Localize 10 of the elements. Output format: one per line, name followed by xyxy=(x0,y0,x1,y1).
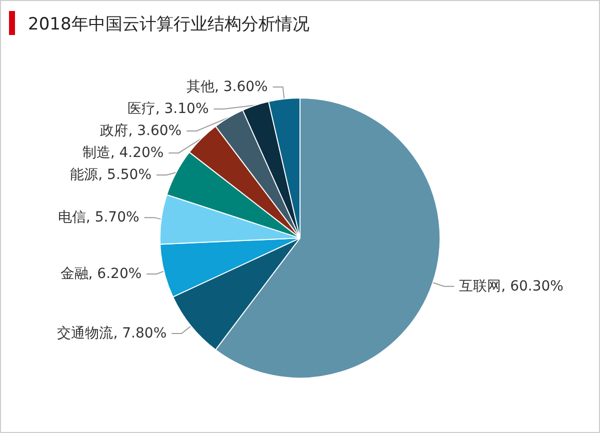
slice-label: 制造, 4.20% xyxy=(82,144,164,161)
slice-label: 交通物流, 7.80% xyxy=(57,326,167,342)
slice-label: 能源, 5.50% xyxy=(70,166,152,183)
slice-label: 医疗, 3.10% xyxy=(127,100,209,117)
chart-title: 2018年中国云计算行业结构分析情况 xyxy=(28,14,310,34)
slice-label: 金融, 6.20% xyxy=(60,266,142,282)
slice-label: 政府, 3.60% xyxy=(100,122,182,139)
slice-label: 电信, 5.70% xyxy=(58,210,140,226)
slice-label: 其他, 3.60% xyxy=(186,78,268,95)
slice-label: 互联网, 60.30% xyxy=(459,278,564,294)
